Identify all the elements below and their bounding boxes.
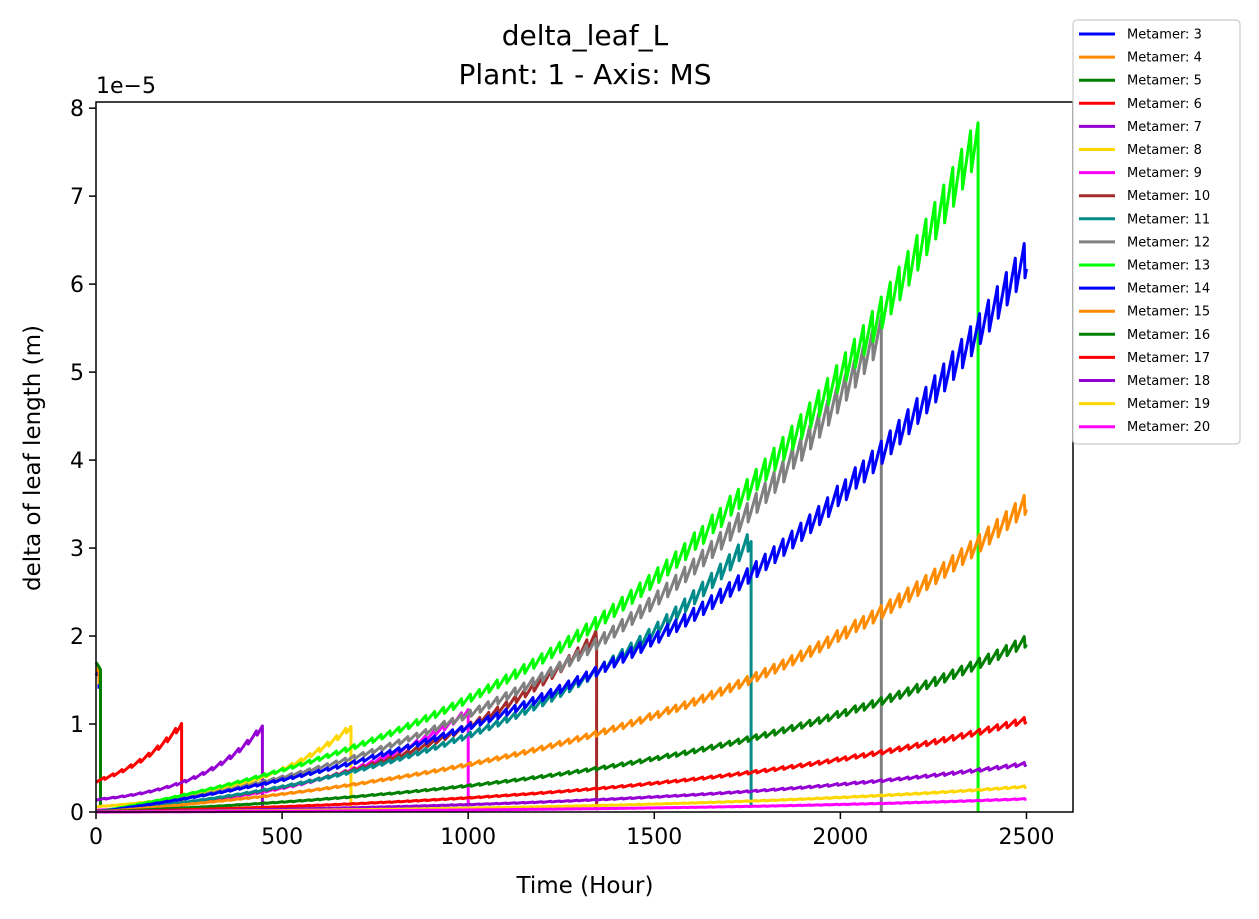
series-line bbox=[95, 533, 753, 814]
legend-label: Metamer: 13 bbox=[1127, 259, 1210, 274]
legend-label: Metamer: 12 bbox=[1127, 235, 1210, 250]
x-tick-label: 500 bbox=[261, 825, 303, 850]
y-tick-label: 2 bbox=[70, 625, 84, 650]
chart-title: delta_leaf_L bbox=[502, 19, 669, 52]
legend-label: Metamer: 20 bbox=[1127, 420, 1210, 435]
legend-label: Metamer: 18 bbox=[1127, 374, 1210, 389]
legend-label: Metamer: 8 bbox=[1127, 143, 1202, 158]
x-tick-label: 1500 bbox=[626, 825, 682, 850]
legend-label: Metamer: 5 bbox=[1127, 74, 1202, 89]
legend-label: Metamer: 10 bbox=[1127, 189, 1210, 204]
y-tick-label: 4 bbox=[70, 449, 84, 474]
legend-label: Metamer: 15 bbox=[1127, 305, 1210, 320]
y-tick-label: 5 bbox=[70, 361, 84, 386]
legend-label: Metamer: 6 bbox=[1127, 97, 1202, 112]
series-line bbox=[95, 121, 980, 814]
legend-label: Metamer: 14 bbox=[1127, 282, 1210, 297]
x-tick-label: 1000 bbox=[440, 825, 496, 850]
legend-label: Metamer: 7 bbox=[1127, 120, 1202, 135]
x-axis-ticks: 0 500 1000 1500 2000 2500 bbox=[89, 812, 1054, 850]
legend-label: Metamer: 17 bbox=[1127, 351, 1210, 366]
y-tick-label: 1 bbox=[70, 713, 84, 738]
y-tick-label: 0 bbox=[70, 801, 84, 826]
plot-frame bbox=[95, 101, 1074, 813]
x-tick-label: 2000 bbox=[812, 825, 868, 850]
legend: Metamer: 3 Metamer: 4 Metamer: 5 Metamer: 6… bbox=[1072, 19, 1241, 445]
plot-lines bbox=[94, 121, 1028, 814]
chart-subtitle: Plant: 1 - Axis: MS bbox=[459, 58, 712, 91]
legend-label: Metamer: 4 bbox=[1127, 51, 1202, 66]
series-line bbox=[95, 635, 1028, 814]
series-line bbox=[94, 661, 102, 805]
legend-label: Metamer: 19 bbox=[1127, 397, 1210, 412]
series-line bbox=[95, 314, 883, 814]
x-axis-label: Time (Hour) bbox=[516, 873, 654, 899]
x-tick-label: 0 bbox=[89, 825, 103, 850]
legend-label: Metamer: 16 bbox=[1127, 328, 1210, 343]
y-axis-label: delta of leaf length (m) bbox=[20, 325, 46, 591]
y-offset-label: 1e−5 bbox=[96, 74, 156, 99]
series-line bbox=[95, 716, 1028, 814]
legend-label: Metamer: 11 bbox=[1127, 212, 1210, 227]
series-line bbox=[95, 493, 1028, 814]
y-tick-label: 8 bbox=[70, 97, 84, 122]
x-tick-label: 2500 bbox=[998, 825, 1054, 850]
series-line bbox=[95, 242, 1028, 814]
series-line bbox=[95, 722, 184, 812]
y-tick-label: 3 bbox=[70, 537, 84, 562]
y-tick-label: 6 bbox=[70, 273, 84, 298]
series-line bbox=[95, 724, 264, 812]
legend-label: Metamer: 9 bbox=[1127, 166, 1202, 181]
legend-label: Metamer: 3 bbox=[1127, 28, 1202, 43]
y-tick-label: 7 bbox=[70, 185, 84, 210]
y-axis-ticks: 0 1 2 3 4 5 6 7 8 bbox=[70, 97, 96, 826]
